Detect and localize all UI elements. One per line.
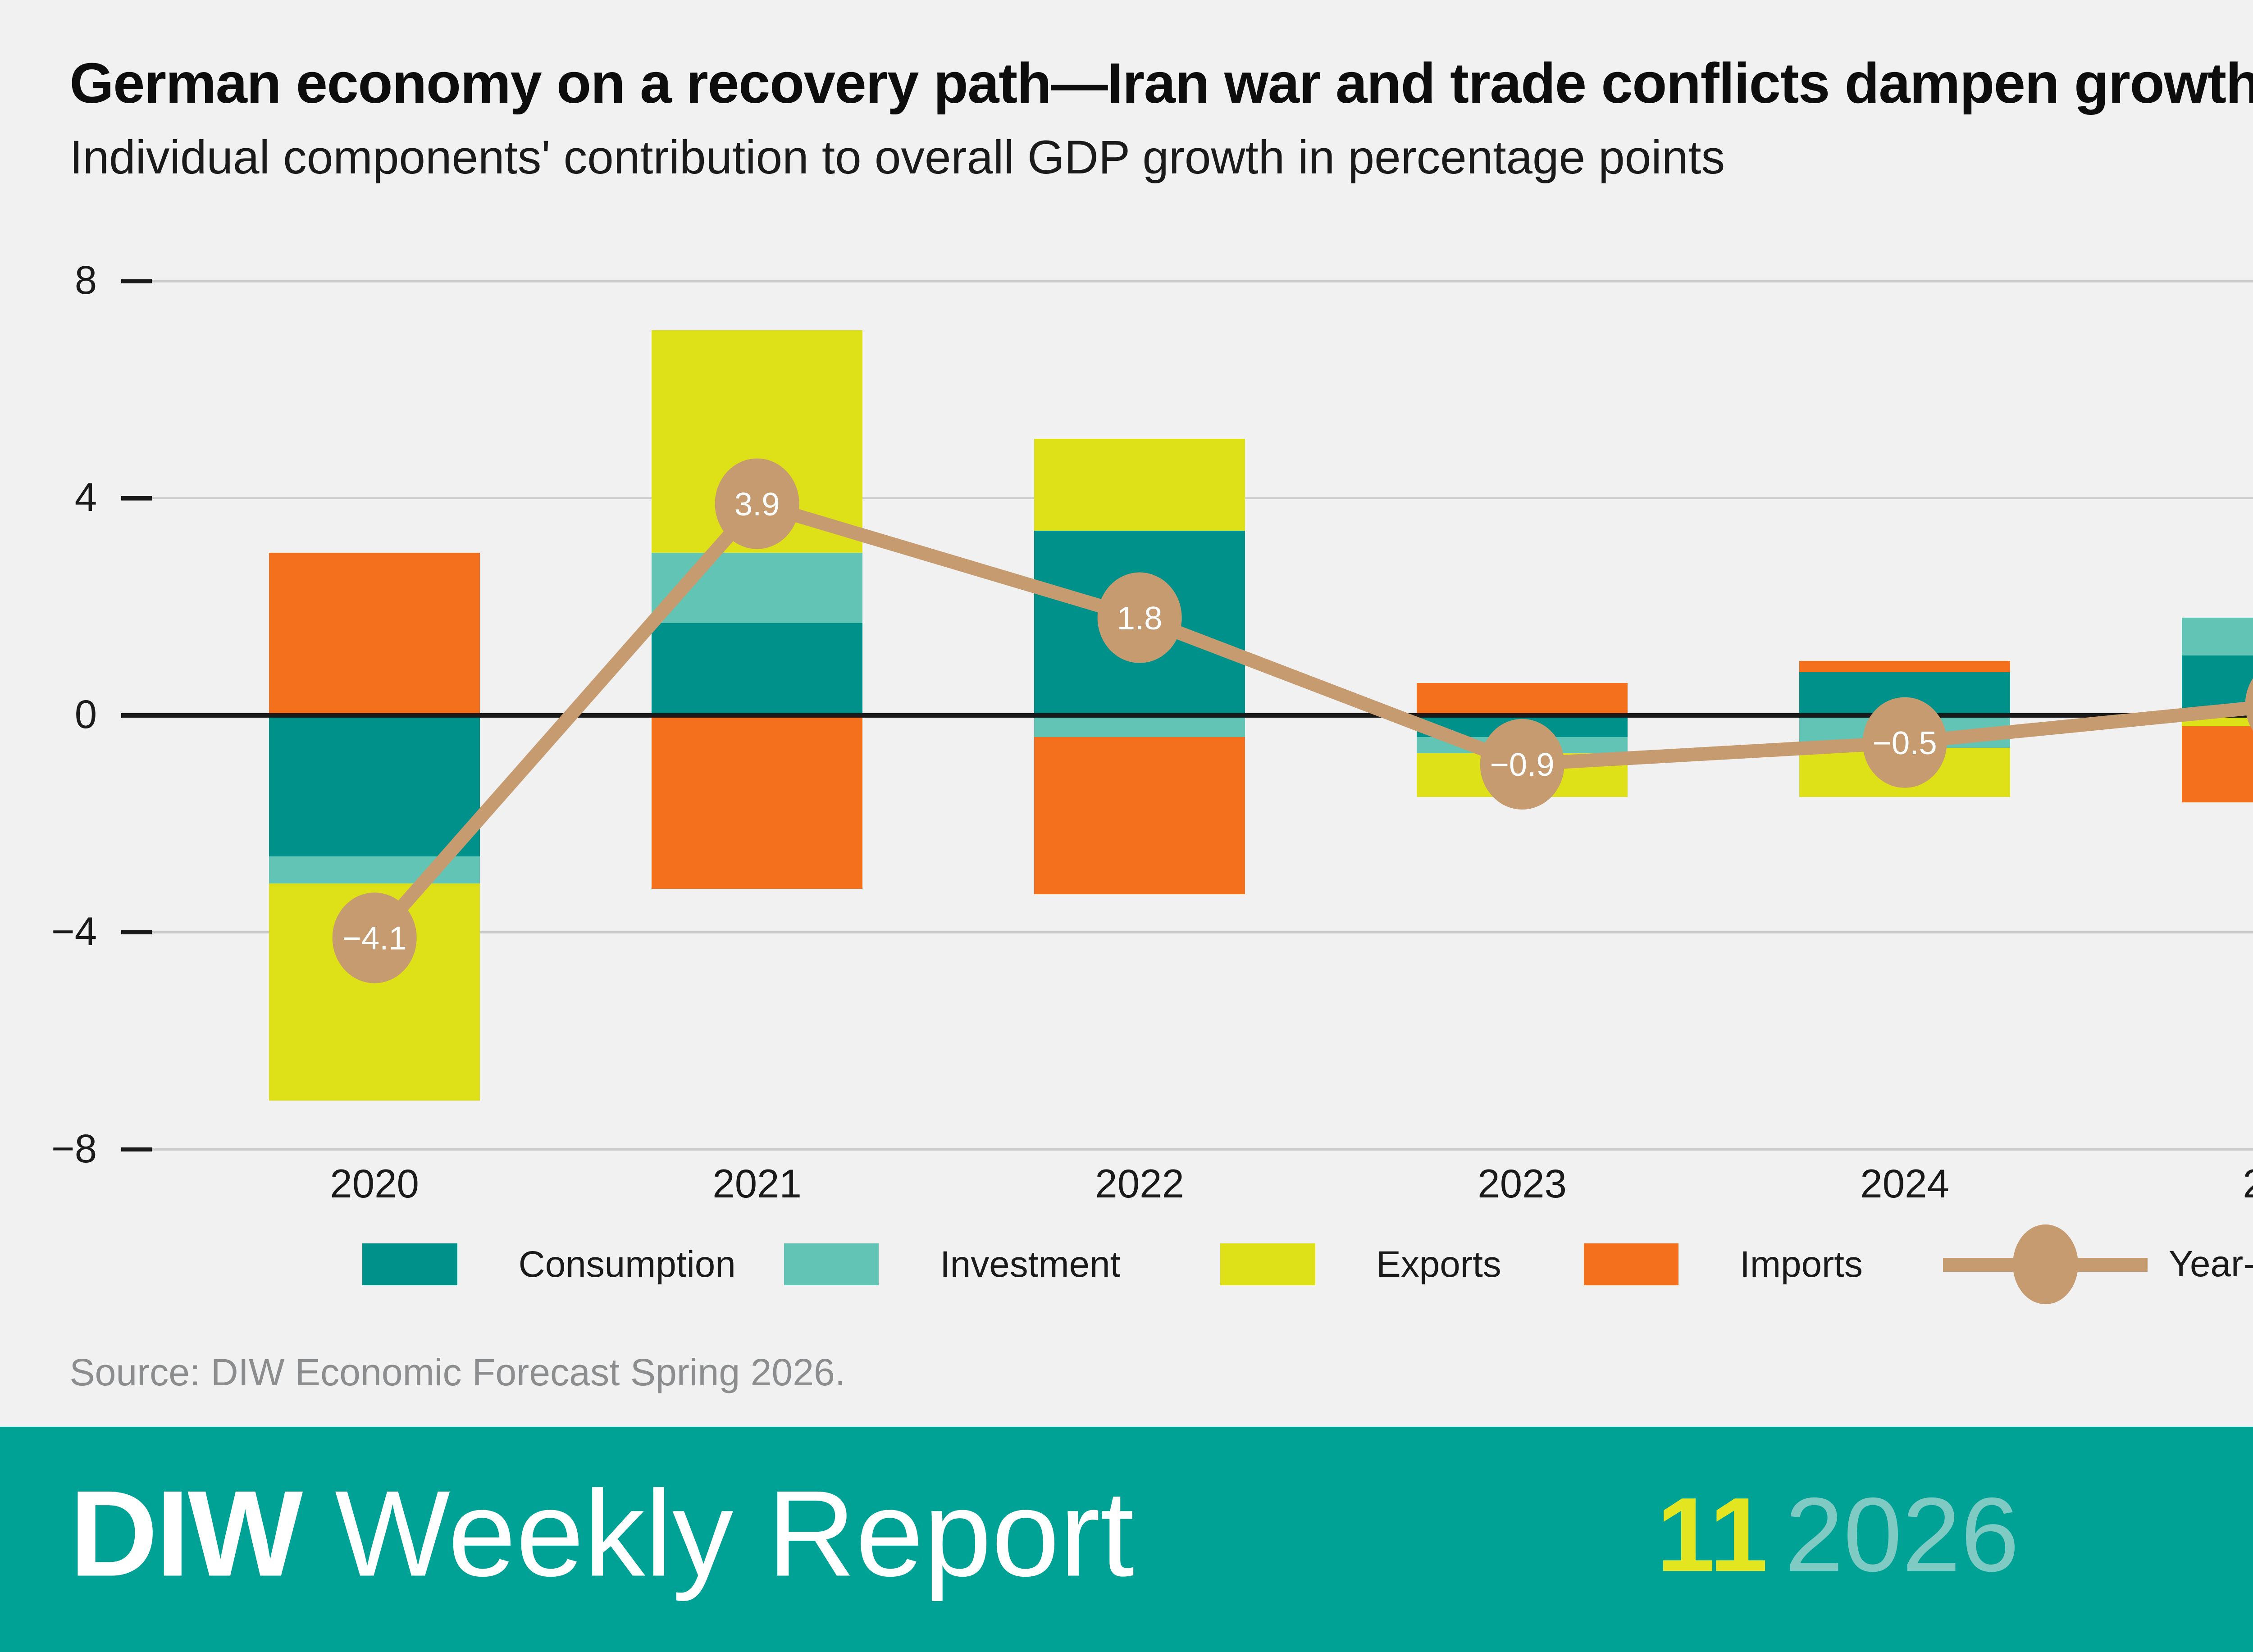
issue-info: 11 2026 (1656, 1474, 2019, 1595)
bar-2025-investment (2182, 618, 2253, 656)
y-axis-label-8: 8 (74, 258, 97, 303)
legend-item-exports: Exports (1220, 1243, 1501, 1286)
y-tick--4 (121, 930, 152, 935)
gdp-value-label-2020: −4.1 (342, 920, 407, 957)
legend-swatch-imports (1583, 1243, 1679, 1286)
bar-2021-consumption (652, 623, 862, 715)
y-tick-0 (121, 713, 152, 718)
y-axis-label-0: 0 (74, 692, 97, 737)
gridline--8 (151, 1148, 2253, 1151)
x-axis-label-2025: 2025 (2243, 1161, 2253, 1207)
legend-swatch-consumption (362, 1243, 457, 1286)
gdp-marker-2023 (1480, 719, 1564, 810)
gdp-line-path (369, 496, 2253, 942)
gdp-value-label-2023: −0.9 (1490, 746, 1555, 783)
legend-label-investment: Investment (940, 1243, 1121, 1285)
gdp-value-label-2024: −0.5 (1873, 725, 1937, 761)
journal-title-rest: Weekly Report (301, 1465, 1135, 1602)
x-axis-label-2021: 2021 (712, 1161, 802, 1206)
bar-2020-consumption (269, 715, 480, 857)
journal-title-diw: DIW (69, 1465, 303, 1602)
gdp-value-label-2022: 1.8 (1117, 600, 1163, 637)
bar-2023-imports (1417, 683, 1628, 715)
gridline-8 (151, 280, 2253, 282)
legend-line-symbol (1943, 1222, 2148, 1306)
bar-2022-imports (1034, 737, 1245, 895)
legend-label-gdp-line: Year-on-year GDP growth in percent (2168, 1243, 2253, 1285)
y-axis-label--4: −4 (51, 909, 97, 954)
issue-year: 2026 (1784, 1475, 2020, 1593)
gdp-marker-2020 (332, 892, 417, 983)
page-title: German economy on a recovery path—Iran w… (69, 51, 2253, 115)
bar-2021-imports (652, 715, 862, 889)
y-tick-4 (121, 496, 152, 501)
bar-2020-imports (269, 552, 480, 715)
y-axis-label-4: 4 (74, 475, 97, 520)
x-axis-label-2020: 2020 (330, 1161, 419, 1206)
x-axis-label-2024: 2024 (1860, 1161, 1949, 1206)
journal-title: DIW Weekly Report (69, 1463, 1134, 1604)
legend-item-investment: Investment (784, 1243, 1120, 1286)
legend-swatch-exports (1220, 1243, 1315, 1286)
legend-swatch-investment (784, 1243, 879, 1286)
y-tick--8 (121, 1147, 152, 1152)
legend-item-consumption: Consumption (362, 1243, 736, 1286)
bar-2025-imports (2182, 726, 2253, 802)
bar-2022-exports (1034, 438, 1245, 531)
bar-2024-imports (1799, 661, 2010, 672)
legend-label-imports: Imports (1740, 1243, 1863, 1285)
legend-item-gdp-line: Year-on-year GDP growth in percent (1943, 1222, 2253, 1306)
bar-2022-investment (1034, 715, 1245, 737)
x-axis-label-2022: 2022 (1095, 1161, 1184, 1206)
gdp-marker-2024 (1862, 697, 1947, 788)
page-subtitle: Individual components' contribution to o… (69, 131, 1725, 184)
legend-line-dot (2012, 1224, 2078, 1305)
gdp-value-label-2021: 3.9 (734, 486, 780, 523)
gdp-marker-2022 (1097, 572, 1182, 663)
zero-line (151, 713, 2253, 718)
legend-label-exports: Exports (1376, 1243, 1501, 1285)
y-tick-8 (121, 279, 152, 283)
legend-item-imports: Imports (1583, 1243, 1863, 1286)
issue-number: 11 (1656, 1475, 1768, 1593)
legend-label-consumption: Consumption (518, 1243, 736, 1285)
x-axis-label-2023: 2023 (1478, 1161, 1567, 1206)
y-axis-label--8: −8 (51, 1126, 97, 1171)
source-note: Source: DIW Economic Forecast Spring 202… (69, 1351, 846, 1394)
gridline--4 (151, 931, 2253, 934)
gdp-marker-2021 (715, 458, 799, 549)
gdp-marker-2025 (2245, 678, 2253, 731)
